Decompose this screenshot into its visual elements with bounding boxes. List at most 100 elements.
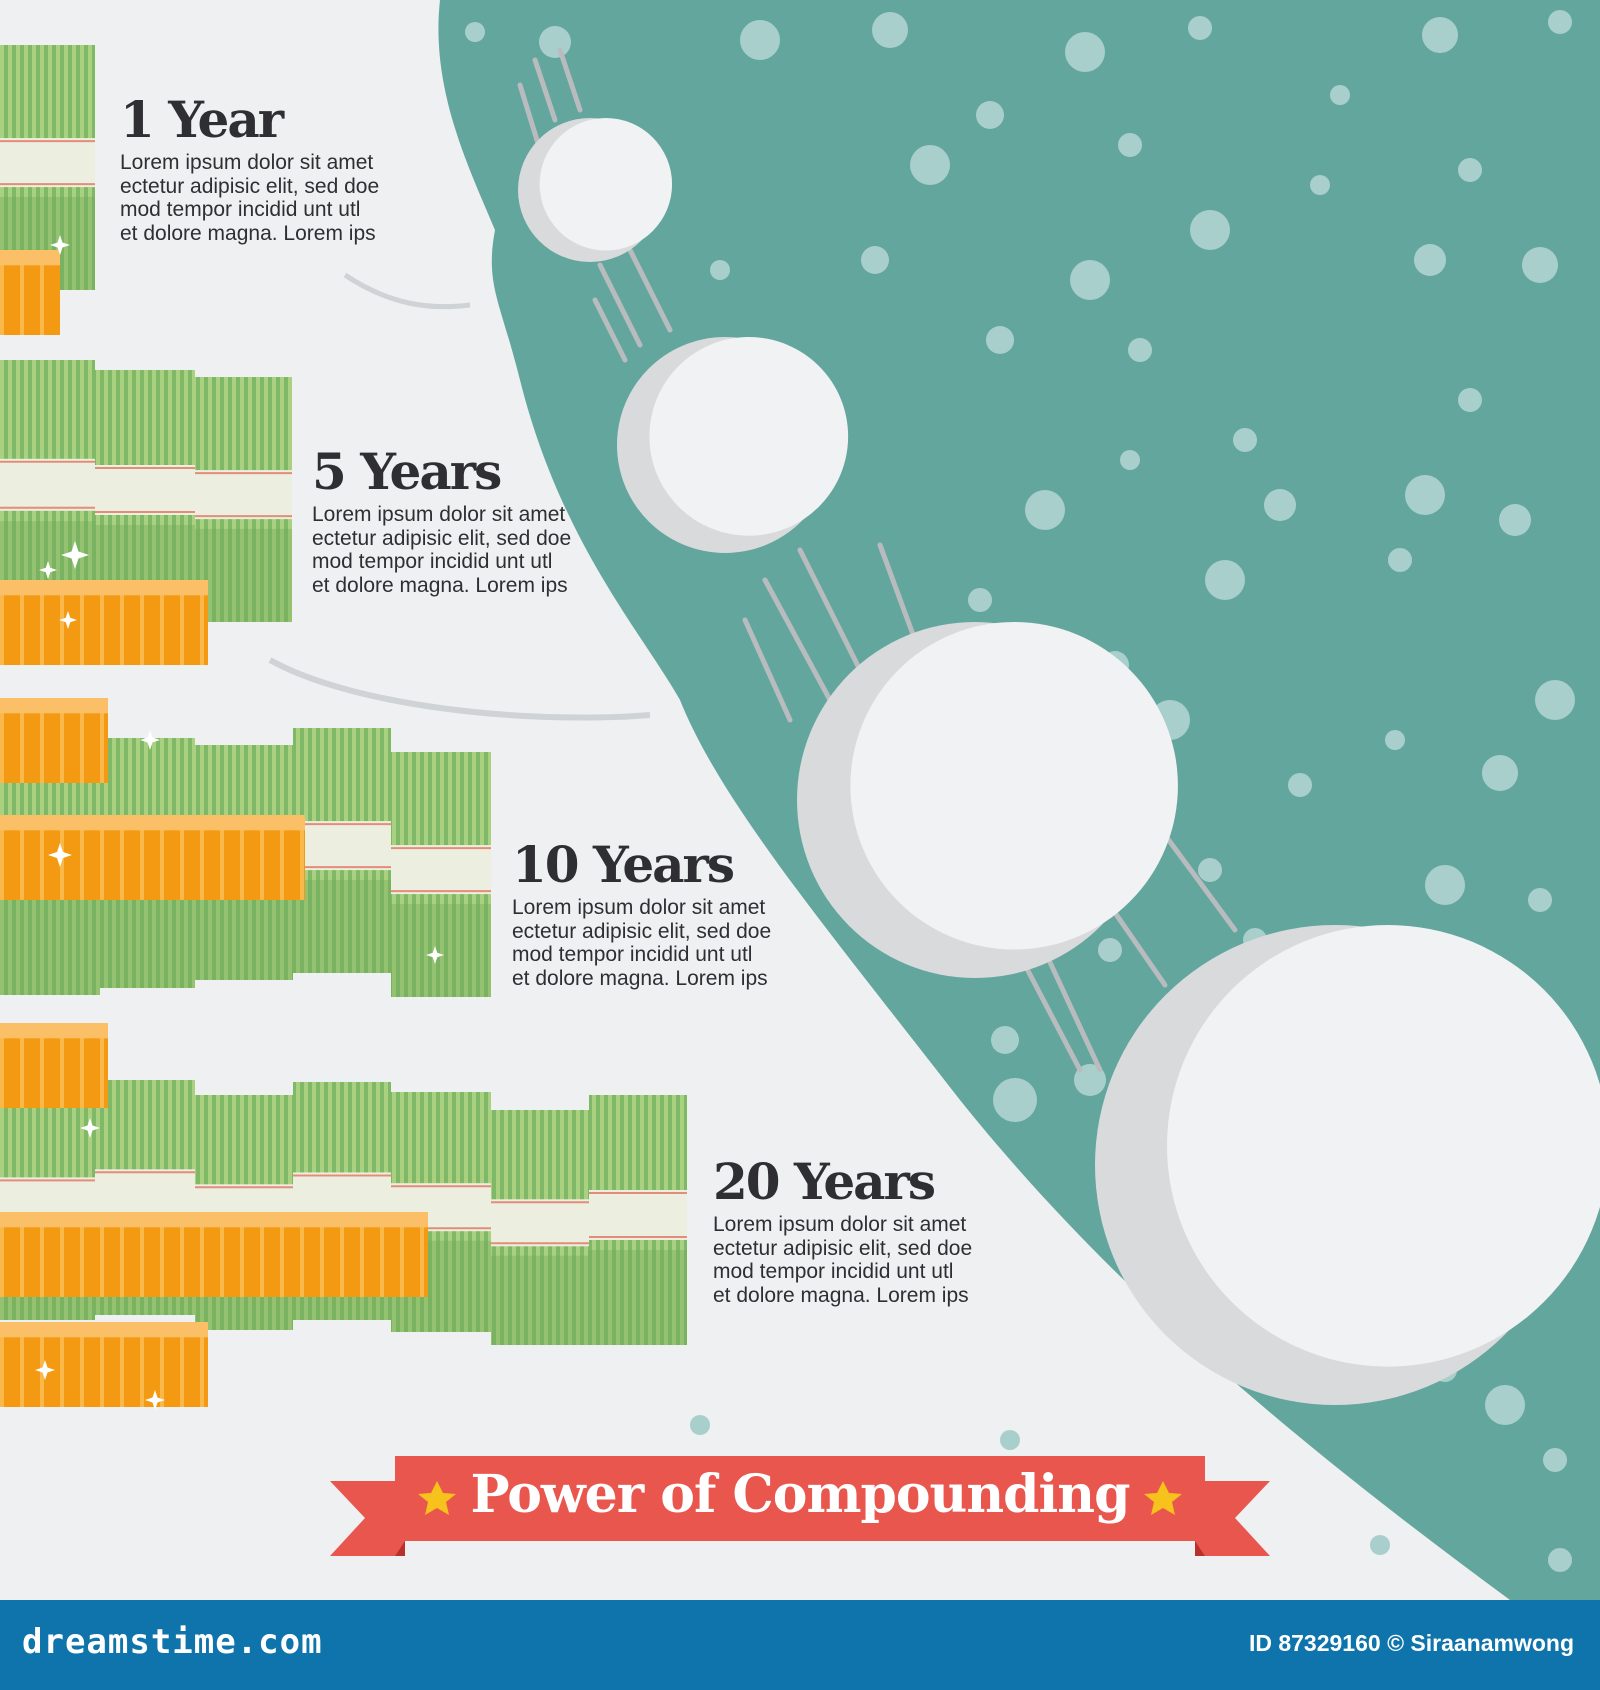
motion-line: [797, 547, 863, 673]
description-line: et dolore magna. Lorem ips: [713, 1283, 969, 1307]
snowball-body: [539, 118, 673, 251]
coin-stack-icon: [0, 815, 305, 900]
snowflake: [539, 26, 571, 58]
coin-highlight: [0, 1212, 428, 1228]
bill-shadow: [293, 879, 391, 973]
sparkle-icon: [48, 843, 72, 867]
motion-line: [592, 297, 628, 363]
snowflake: [1388, 548, 1412, 572]
snowflake: [910, 145, 950, 185]
snowflake: [1522, 247, 1558, 283]
bill-shadow: [100, 893, 195, 988]
illustration: [0, 0, 1600, 1600]
footer-bar: dreamstime.com ID 87329160 © Siraanamwon…: [0, 1600, 1600, 1690]
milestone-20-years: 20 Years Lorem ipsum dolor sit amet ecte…: [713, 1157, 972, 1307]
snowflake: [1330, 85, 1350, 105]
coin-highlight: [0, 1322, 208, 1338]
coin-stack-icon: [0, 580, 208, 665]
motion-line: [517, 82, 543, 153]
description-line: mod tempor incidid unt utl: [512, 943, 753, 966]
snowflake: [1000, 1430, 1020, 1450]
star-icon: [1144, 1481, 1182, 1515]
footer-credit: ID 87329160 © Siraanamwong: [1248, 1630, 1574, 1656]
motion-line: [532, 57, 558, 123]
bill-band: [195, 470, 292, 520]
snowflake: [1120, 450, 1140, 470]
bill-shadow: [491, 1255, 589, 1345]
snowflake: [1190, 210, 1230, 250]
shadow-arc: [343, 272, 471, 310]
sparkle-icon: [35, 1360, 55, 1380]
page-title: Power of Compounding: [470, 1464, 1131, 1525]
bill-shadow: [0, 900, 100, 995]
snowflake: [1070, 260, 1110, 300]
coin-highlight: [0, 815, 305, 831]
bill-shadow: [589, 1250, 687, 1345]
snowflake: [1205, 560, 1245, 600]
description-line: mod tempor incidid unt utl: [120, 198, 361, 221]
snowballs: [518, 118, 1600, 1405]
motion-line: [597, 262, 643, 348]
milestone-5-years: 5 Years Lorem ipsum dolor sit amet ectet…: [312, 447, 571, 597]
snowflake: [861, 246, 889, 274]
snowflake: [1385, 730, 1405, 750]
sparkle-icon: [140, 730, 160, 750]
coin-stack-icon: [0, 1322, 208, 1407]
sparkles: [35, 235, 444, 1410]
snowflake: [1188, 16, 1212, 40]
snowflake: [1499, 504, 1531, 536]
snowflake: [993, 1078, 1037, 1122]
snowflake: [1128, 338, 1152, 362]
description-line: et dolore magna. Lorem ips: [312, 573, 568, 597]
coin-highlight: [0, 698, 108, 714]
description-line: mod tempor incidid unt utl: [713, 1260, 954, 1283]
coin-stack-icon: [0, 698, 108, 783]
title-ribbon: [330, 1456, 1270, 1556]
description-line: ectetur adipisic elit, sed doe: [512, 919, 772, 943]
snowflake: [1065, 32, 1105, 72]
money-stack-icon: [491, 1110, 589, 1345]
snowflake: [1425, 865, 1465, 905]
sparkle-icon: [39, 561, 57, 579]
snowflake: [1548, 10, 1572, 34]
bill-band: [491, 1199, 589, 1247]
snowball-body: [1167, 925, 1600, 1367]
snowflake: [1074, 1064, 1106, 1096]
snowflake: [710, 260, 730, 280]
coin-highlight: [0, 250, 60, 266]
snowflake: [1118, 133, 1142, 157]
coin-stack-icon: [0, 1212, 428, 1297]
snowflake: [1098, 938, 1122, 962]
motion-line: [627, 247, 673, 333]
snowflake: [1233, 428, 1257, 452]
snowflake: [1528, 888, 1552, 912]
snowflake: [1264, 489, 1296, 521]
bill-band: [391, 845, 491, 895]
milestone-title: 1 Year: [120, 90, 284, 149]
star-icon: [418, 1481, 456, 1515]
description-line: ectetur adipisic elit, sed doe: [713, 1236, 973, 1260]
milestone-1-year: 1 Year Lorem ipsum dolor sit amet ectetu…: [120, 95, 379, 245]
snowflake: [1025, 490, 1065, 530]
snowflake: [1482, 755, 1518, 791]
sparkle-icon: [59, 611, 77, 629]
description-line: Lorem ipsum dolor sit amet: [512, 896, 766, 919]
snowflake: [976, 101, 1004, 129]
bill-band: [95, 1169, 195, 1217]
snowflake: [740, 20, 780, 60]
bill-band: [95, 465, 195, 515]
money-stack-icon: [391, 752, 491, 997]
description-line: Lorem ipsum dolor sit amet: [312, 503, 566, 526]
snowflake: [1543, 1448, 1567, 1472]
snowflake: [1535, 680, 1575, 720]
sparkle-icon: [61, 541, 89, 569]
milestone-title: 5 Years: [312, 442, 502, 501]
description-line: ectetur adipisic elit, sed doe: [312, 526, 572, 550]
sparkle-icon: [426, 946, 444, 964]
snowflake: [1422, 17, 1458, 53]
description-line: Lorem ipsum dolor sit amet: [713, 1213, 967, 1236]
footer-site: dreamstime.com: [22, 1622, 323, 1662]
motion-line: [557, 47, 583, 113]
description-line: mod tempor incidid unt utl: [312, 550, 553, 573]
